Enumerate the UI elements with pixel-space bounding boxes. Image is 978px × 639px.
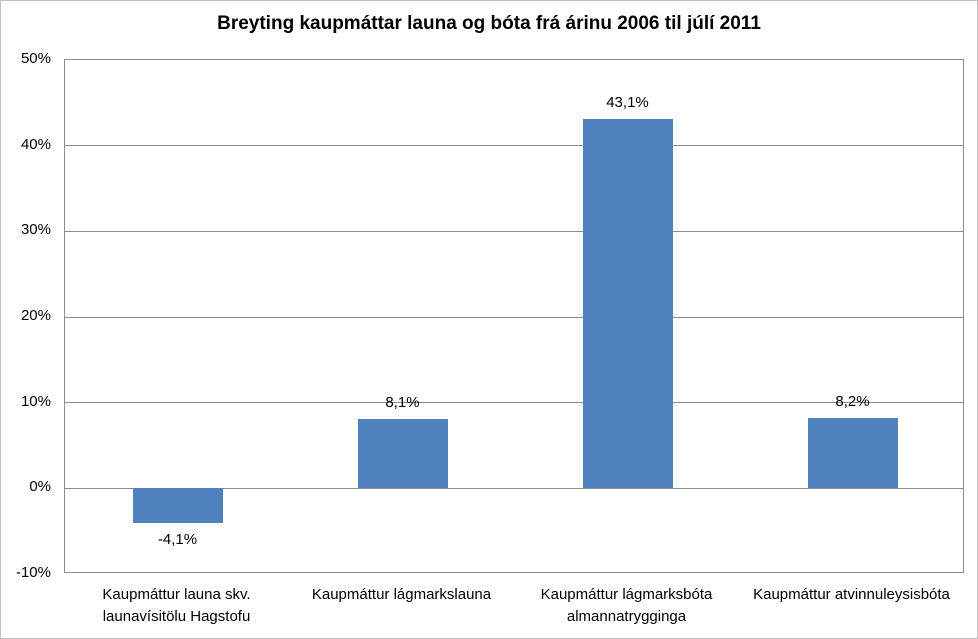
y-axis-tick-label: 0% [29, 478, 51, 496]
x-axis-category-label: Kaupmáttur launa skv. launavísitölu Hags… [102, 586, 251, 625]
gridline [65, 145, 963, 147]
y-axis-tick-label: 50% [20, 50, 51, 67]
bar-value-label: 8,2% [835, 393, 870, 411]
x-axis-category-label: Kaupmáttur atvinnuleysisbóta [753, 586, 950, 603]
y-axis-tick-label: 40% [20, 135, 51, 153]
bar-3 [582, 119, 673, 489]
y-axis-tick-label: 30% [20, 221, 51, 239]
gridline [65, 402, 963, 404]
y-axis-tick-label: -10% [15, 564, 51, 581]
bar-value-label: 43,1% [606, 94, 649, 112]
y-axis-tick-label: 20% [20, 307, 51, 324]
bar-value-label: 8,1% [385, 393, 420, 411]
bar-2 [357, 418, 448, 489]
gridline [65, 316, 963, 318]
gridline [65, 487, 963, 489]
gridline [65, 230, 963, 232]
chart-title: Breyting kaupmáttar launa og bóta frá ár… [217, 13, 761, 34]
bar-4 [807, 418, 898, 489]
plot-area: -4,1% 8,1% 43,1% 8,2% [64, 59, 964, 573]
bar-1 [132, 488, 223, 524]
bar-value-label: -4,1% [157, 531, 198, 549]
x-axis-category-label: Kaupmáttur lágmarkslauna [311, 586, 492, 603]
y-axis-tick-label: 10% [20, 392, 51, 410]
x-axis-category-label: Kaupmáttur lágmarksbóta almannatrygginga [540, 586, 713, 625]
